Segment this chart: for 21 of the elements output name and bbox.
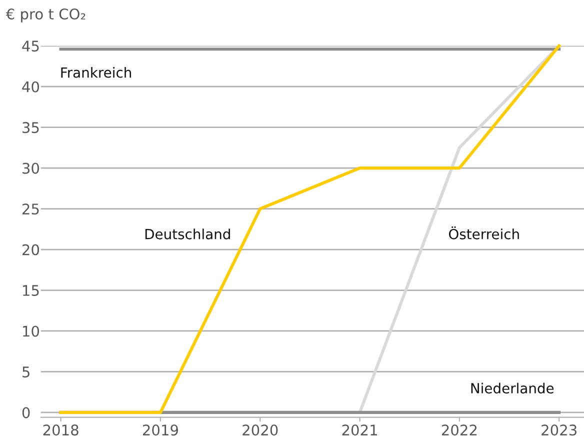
y-tick-label: 0	[22, 407, 30, 418]
y-tick-label: 30	[22, 162, 40, 174]
y-tick-label: 40	[22, 81, 40, 92]
y-tick-label: 45	[22, 40, 39, 52]
y-tick-label: 35	[22, 122, 39, 134]
series-label: Österreich	[449, 226, 519, 240]
y-tick-label: 10	[23, 326, 40, 337]
x-tick-label: 2020	[242, 424, 278, 436]
x-tick-label: 2022	[442, 424, 477, 436]
y-tick-label: 5	[22, 366, 30, 378]
series-label: Niederlande	[471, 382, 554, 394]
y-axis-title: € pro t CO₂	[6, 8, 86, 22]
series-label: Frankreich	[61, 67, 131, 78]
x-tick-label: 2023	[542, 424, 576, 436]
x-tick-label: 2021	[342, 424, 377, 436]
y-tick-label: 15	[23, 285, 39, 296]
x-tick-label: 2019	[142, 424, 178, 436]
y-tick-label: 25	[22, 204, 39, 215]
y-tick-label: 20	[22, 244, 40, 256]
x-tick-label: 2018	[43, 424, 78, 436]
series-label: Deutschland	[145, 228, 230, 240]
